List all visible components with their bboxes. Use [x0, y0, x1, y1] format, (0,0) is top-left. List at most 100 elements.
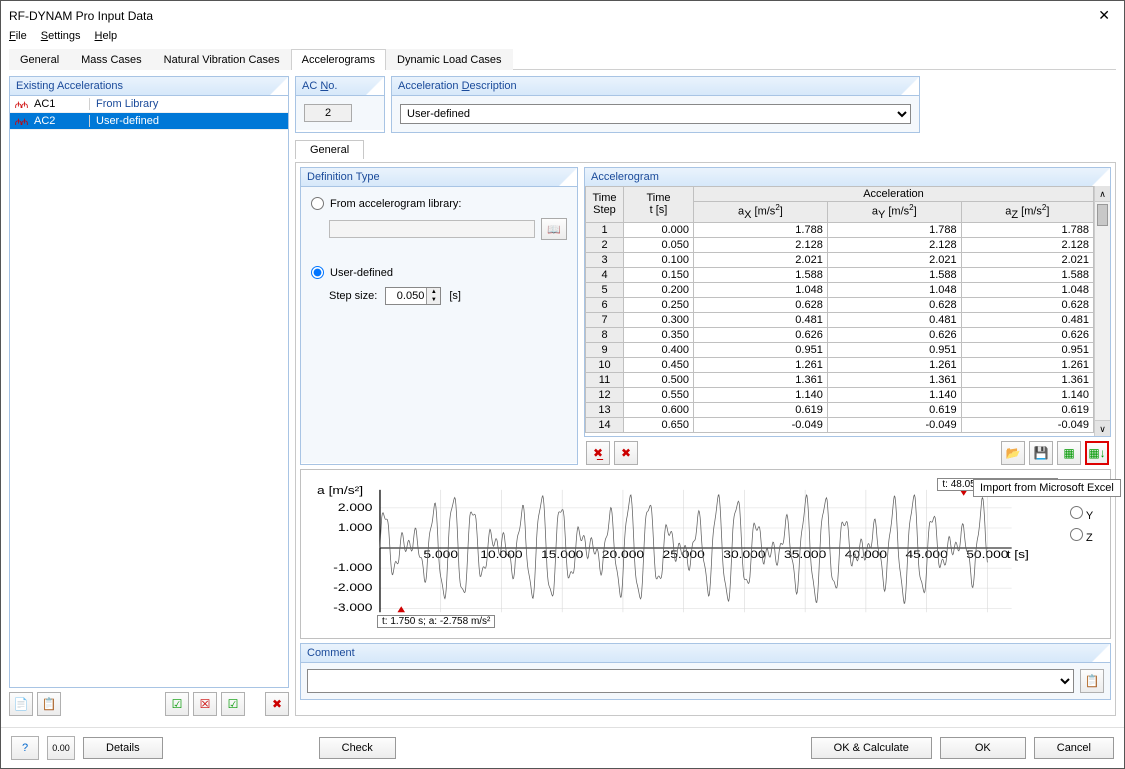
toggle-button[interactable]: ☑ — [221, 692, 245, 716]
uncheck-all-button[interactable]: ☒ — [193, 692, 217, 716]
grid-row[interactable]: 100.4501.2611.2611.261 — [586, 357, 1094, 372]
comment-title: Comment — [301, 644, 1110, 663]
svg-text:-1.000: -1.000 — [333, 561, 372, 573]
svg-text:a [m/s²]: a [m/s²] — [317, 484, 363, 496]
export-excel-button[interactable]: ▦ — [1057, 441, 1081, 465]
library-browse-button[interactable]: 📖 — [541, 218, 567, 240]
tab-natural-vibration-cases[interactable]: Natural Vibration Cases — [153, 49, 291, 70]
ac-no-panel: AC No. — [295, 76, 385, 133]
grid-row[interactable]: 110.5001.3611.3611.361 — [586, 372, 1094, 387]
description-select[interactable]: User-defined — [400, 104, 911, 124]
subtab-general[interactable]: General — [295, 140, 364, 159]
new-item-button[interactable]: 📄 — [9, 692, 33, 716]
accel-item-ac1[interactable]: ₼₼ AC1 From Library — [10, 96, 288, 113]
footer: ? 0.00 Details Check OK & Calculate OK C… — [1, 727, 1124, 768]
peak-low-label: t: 1.750 s; a: -2.758 m/s² — [377, 615, 495, 628]
description-label: Acceleration Description — [392, 77, 919, 96]
main-tabs: GeneralMass CasesNatural Vibration Cases… — [9, 48, 1116, 70]
delete-button[interactable]: ✖ — [265, 692, 289, 716]
grid-row[interactable]: 70.3000.4810.4810.481 — [586, 312, 1094, 327]
grid-row[interactable]: 30.1002.0212.0212.021 — [586, 252, 1094, 267]
check-all-button[interactable]: ☑ — [165, 692, 189, 716]
axis-radio-y[interactable]: Y — [1070, 506, 1104, 522]
grid-row[interactable]: 10.0001.7881.7881.788 — [586, 222, 1094, 237]
import-excel-button[interactable]: ▦↓ — [1085, 441, 1109, 465]
titlebar: RF-DYNAM Pro Input Data ✕ — [1, 1, 1124, 28]
grid-row[interactable]: 120.5501.1401.1401.140 — [586, 387, 1094, 402]
clear-row-button[interactable]: ✖̲ — [586, 441, 610, 465]
tab-mass-cases[interactable]: Mass Cases — [70, 49, 153, 70]
tab-general[interactable]: General — [9, 49, 70, 70]
grid-row[interactable]: 90.4000.9510.9510.951 — [586, 342, 1094, 357]
check-button[interactable]: Check — [319, 737, 396, 759]
copy-item-button[interactable]: 📋 — [37, 692, 61, 716]
cancel-button[interactable]: Cancel — [1034, 737, 1114, 759]
grid-row[interactable]: 80.3500.6260.6260.626 — [586, 327, 1094, 342]
details-button[interactable]: Details — [83, 737, 163, 759]
grid-row[interactable]: 140.650-0.049-0.049-0.049 — [586, 417, 1094, 432]
menu-file[interactable]: File — [9, 30, 27, 42]
step-size-label: Step size: — [329, 290, 377, 302]
menu-settings[interactable]: Settings — [41, 30, 81, 42]
grid-row[interactable]: 50.2001.0481.0481.048 — [586, 282, 1094, 297]
save-button[interactable]: 💾 — [1029, 441, 1053, 465]
step-down-button[interactable]: ▼ — [426, 296, 440, 304]
accelerogram-grid[interactable]: TimeStep Timet [s] Acceleration aX [m/s2… — [584, 186, 1111, 437]
from-library-label: From accelerogram library: — [330, 198, 461, 210]
existing-accel-title: Existing Accelerations — [9, 76, 289, 95]
clear-all-button[interactable]: ✖ — [614, 441, 638, 465]
ac-no-label: AC No. — [296, 77, 384, 96]
units-button[interactable]: 0.00 — [47, 736, 75, 760]
help-button[interactable]: ? — [11, 736, 39, 760]
comment-input[interactable] — [307, 669, 1074, 693]
svg-text:2.000: 2.000 — [338, 501, 373, 513]
menu-help[interactable]: Help — [95, 30, 118, 42]
definition-panel: Definition Type From accelerogram librar… — [300, 167, 578, 465]
axis-radio-group: X Y Z — [1070, 478, 1104, 630]
svg-text:1.000: 1.000 — [338, 521, 373, 533]
tab-dynamic-load-cases[interactable]: Dynamic Load Cases — [386, 49, 513, 70]
comment-pick-button[interactable]: 📋 — [1080, 669, 1104, 693]
grid-row[interactable]: 20.0502.1282.1282.128 — [586, 237, 1094, 252]
open-button[interactable]: 📂 — [1001, 441, 1025, 465]
svg-text:30.000: 30.000 — [723, 548, 765, 560]
wave-icon: ₼₼ — [13, 115, 29, 127]
definition-title: Definition Type — [301, 168, 577, 187]
grid-scrollbar[interactable]: ∧ ∨ — [1094, 186, 1110, 436]
tab-accelerograms[interactable]: Accelerograms — [291, 49, 386, 70]
sub-tabs: General — [295, 139, 1116, 158]
user-defined-label: User-defined — [330, 267, 393, 279]
import-excel-tooltip: Import from Microsoft Excel — [973, 479, 1121, 497]
comment-panel: Comment 📋 — [300, 643, 1111, 700]
scroll-down-button[interactable]: ∨ — [1095, 420, 1110, 436]
library-name-input — [329, 220, 535, 238]
radio-user-defined[interactable] — [311, 266, 324, 279]
wave-icon: ₼₼ — [13, 98, 29, 110]
grid-title: Accelerogram — [584, 167, 1111, 186]
svg-text:50.000: 50.000 — [966, 548, 1008, 560]
svg-text:-2.000: -2.000 — [333, 582, 372, 594]
accel-list[interactable]: ₼₼ AC1 From Library₼₼ AC2 User-defined — [9, 95, 289, 688]
svg-text:15.000: 15.000 — [541, 548, 583, 560]
grid-row[interactable]: 40.1501.5881.5881.588 — [586, 267, 1094, 282]
menubar: File Settings Help — [1, 28, 1124, 48]
axis-radio-z[interactable]: Z — [1070, 528, 1104, 544]
radio-from-library[interactable] — [311, 197, 324, 210]
svg-text:45.000: 45.000 — [905, 548, 947, 560]
close-icon[interactable]: ✕ — [1092, 7, 1116, 24]
window-title: RF-DYNAM Pro Input Data — [9, 9, 153, 23]
ac-no-input[interactable] — [304, 104, 352, 122]
svg-text:t [s]: t [s] — [1007, 548, 1029, 560]
accel-item-ac2[interactable]: ₼₼ AC2 User-defined — [10, 113, 288, 130]
grid-row[interactable]: 60.2500.6280.6280.628 — [586, 297, 1094, 312]
step-up-button[interactable]: ▲ — [426, 288, 440, 296]
svg-text:20.000: 20.000 — [602, 548, 644, 560]
accel-list-toolbar: 📄 📋 ☑ ☒ ☑ ✖ — [9, 692, 289, 716]
scroll-thumb[interactable] — [1097, 204, 1108, 226]
accelerogram-chart: 2.0001.000-1.000-2.000-3.0005.00010.0001… — [307, 478, 1062, 630]
step-size-unit: [s] — [449, 290, 461, 302]
ok-calculate-button[interactable]: OK & Calculate — [811, 737, 932, 759]
grid-row[interactable]: 130.6000.6190.6190.619 — [586, 402, 1094, 417]
scroll-up-button[interactable]: ∧ — [1095, 186, 1110, 202]
ok-button[interactable]: OK — [940, 737, 1026, 759]
